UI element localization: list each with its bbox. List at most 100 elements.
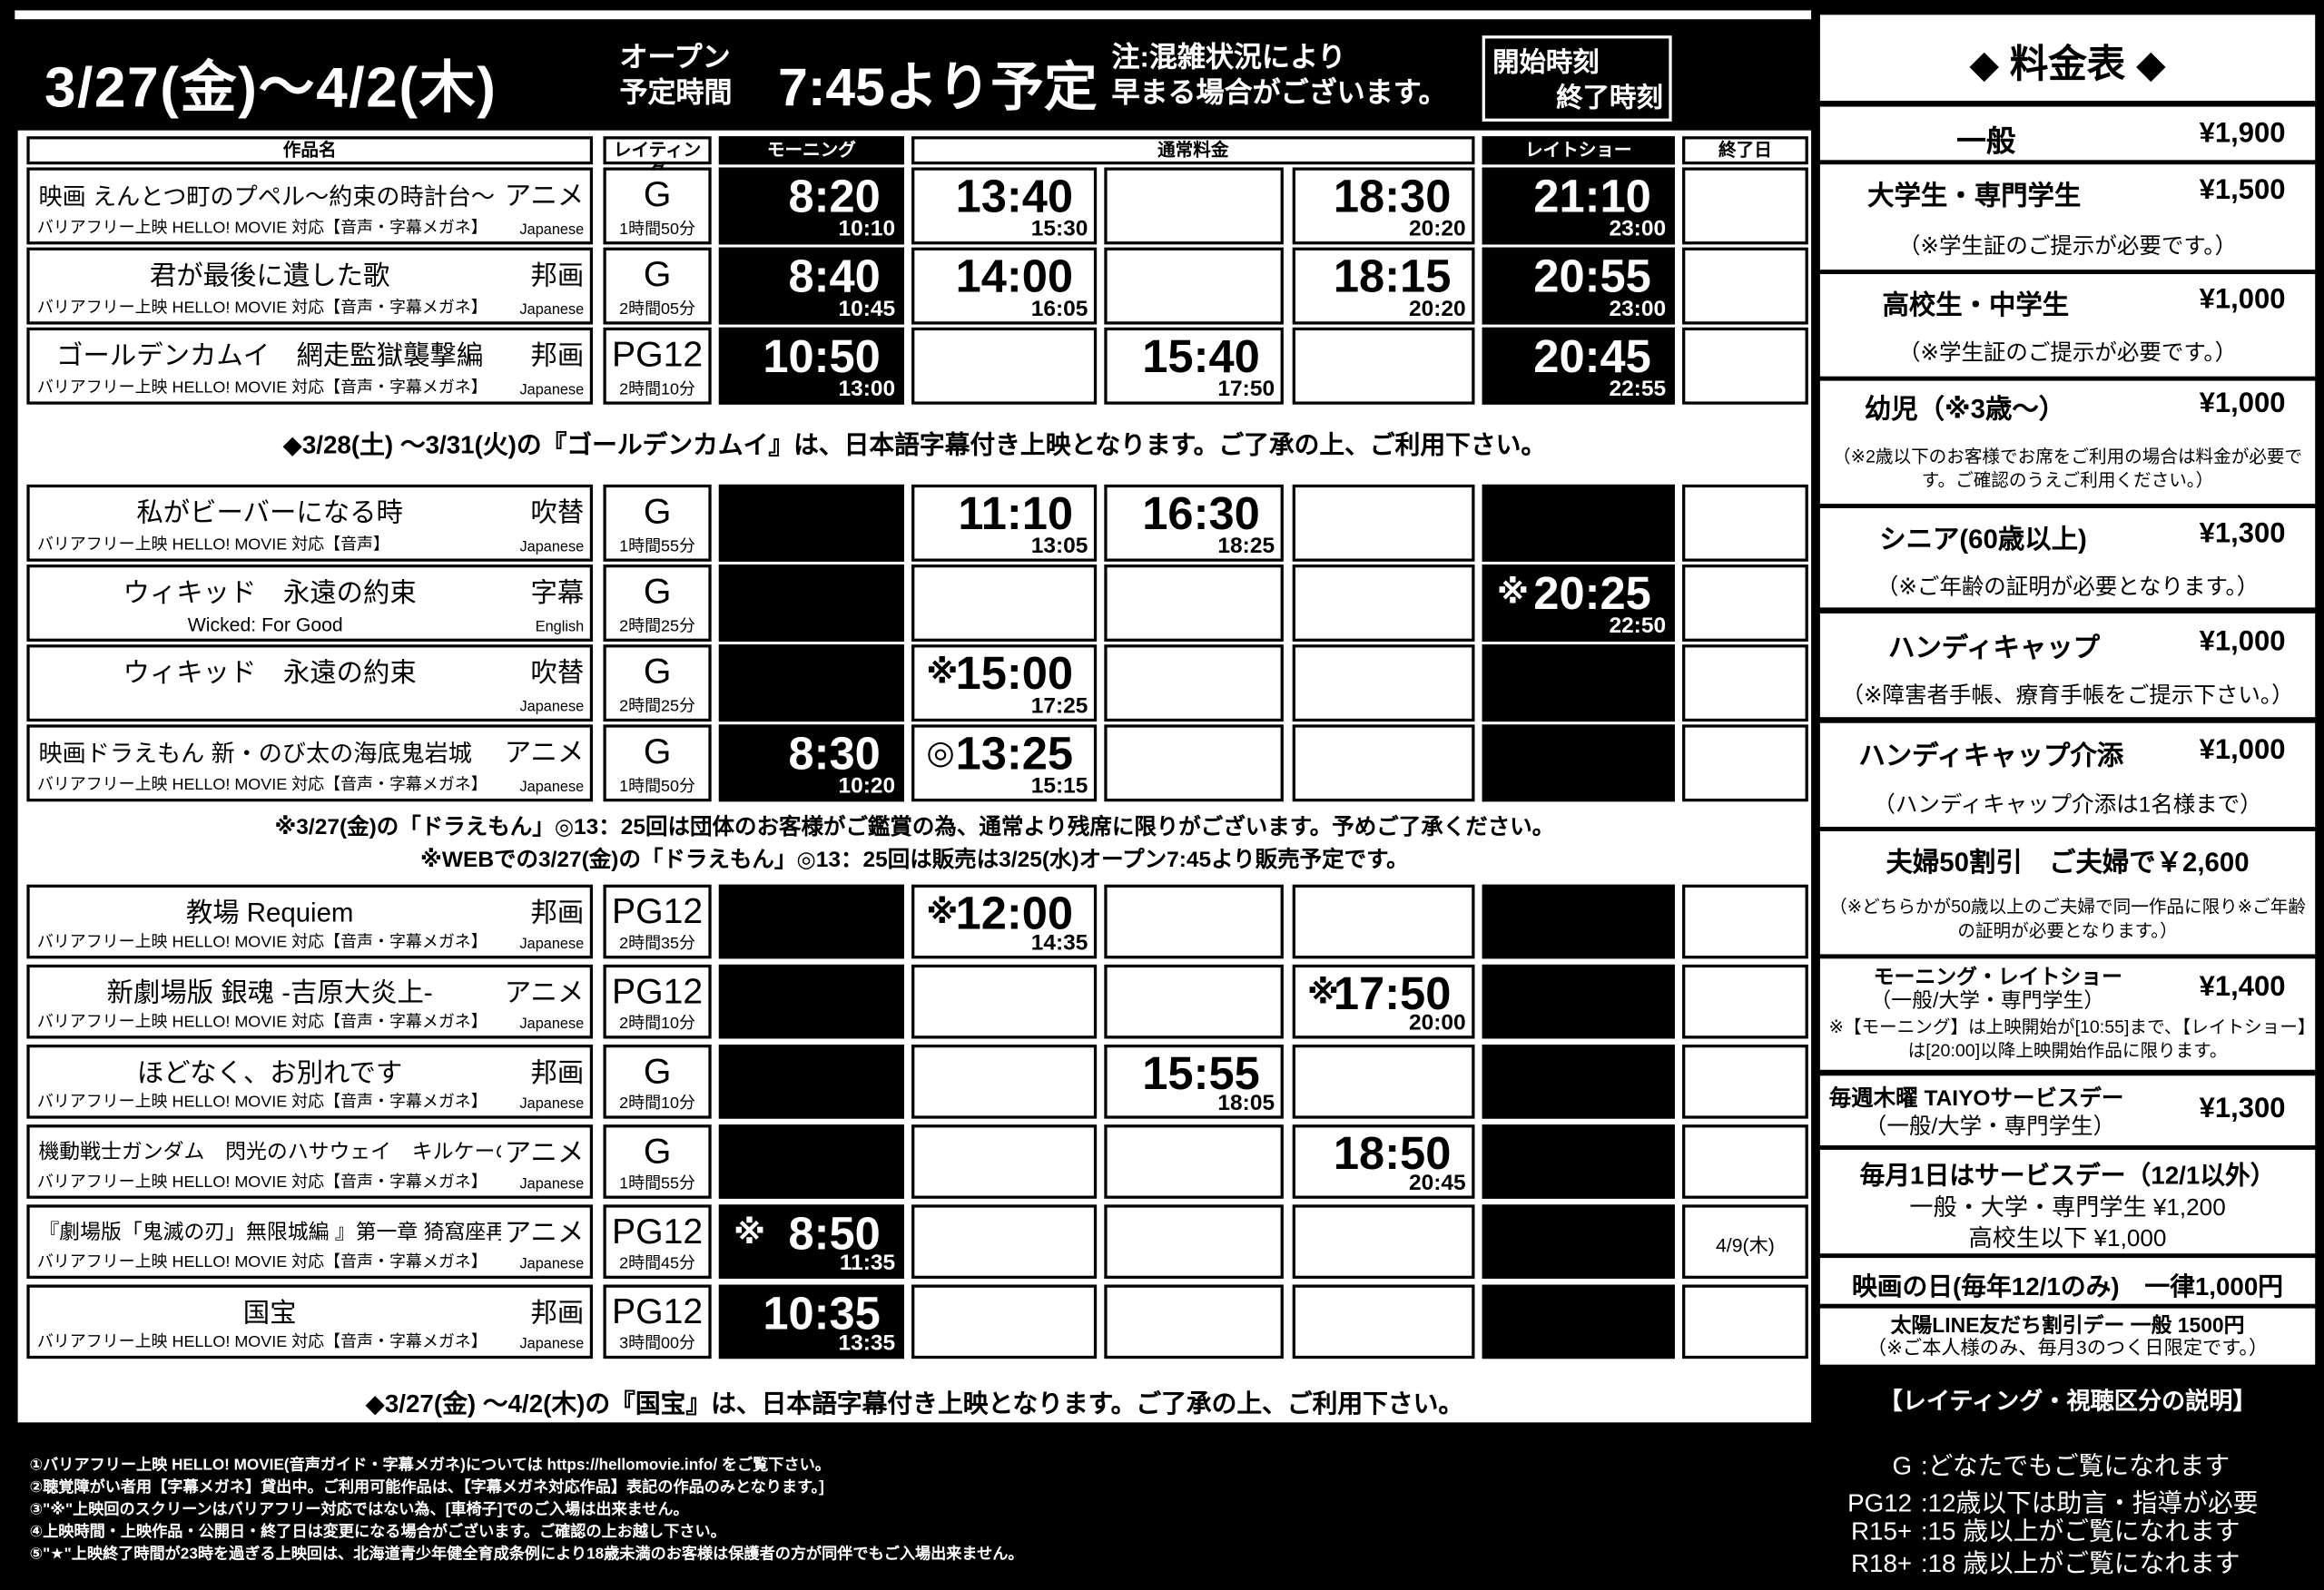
empty-slot — [1104, 884, 1284, 959]
showtime-end: 10:20 — [838, 773, 896, 799]
showtime-start: 16:30 — [1142, 487, 1260, 540]
price-general: 一般 ¥1,900 — [1819, 106, 2316, 161]
end-date-cell — [1682, 724, 1808, 802]
movie-genre: 邦画 — [530, 1057, 585, 1088]
running-time: 1時間50分 — [619, 221, 695, 239]
showtime-cell[interactable]: 10:50 13:00 — [718, 327, 904, 405]
section-note: ※WEBでの3/27(金)の「ドラえもん」◎13：25回は販売は3/25(水)オ… — [420, 847, 1409, 873]
rating-desc: :どなたでもご覧になれます — [1920, 1451, 2230, 1481]
showtime-cell[interactable]: ※ 20:25 22:50 — [1482, 564, 1675, 642]
price-label: 夫婦50割引 ご夫婦で￥2,600 — [1886, 847, 2250, 878]
showtime-start: 8:50 — [788, 1207, 881, 1260]
empty-slot — [1482, 1284, 1675, 1359]
empty-slot — [1482, 884, 1675, 959]
movie-language: Japanese — [519, 1176, 585, 1193]
end-date-cell — [1682, 1124, 1808, 1199]
showtime-cell[interactable]: 13:40 15:30 — [911, 167, 1098, 245]
section-note: ◆3/28(土) ～3/31(火)の『ゴールデンカムイ』は、日本語字幕付き上映と… — [282, 431, 1547, 460]
showtime-start: 20:45 — [1533, 330, 1651, 383]
open-label-line1: オープン — [619, 43, 731, 74]
running-time: 2時間10分 — [619, 1094, 695, 1114]
rating-badge: G — [643, 254, 672, 295]
header-label: 作品名 — [282, 139, 337, 161]
price-note: （※2歳以下のお客様でお席をご利用の場合は料金が必要です。ご確認のうえご利用くだ… — [1832, 446, 2303, 491]
movie-accessibility: バリアフリー上映 HELLO! MOVIE 対応【音声・字幕メガネ】 — [36, 1013, 487, 1032]
price-label: 高校生・中学生 — [1882, 290, 2070, 320]
running-time: 2時間05分 — [619, 300, 695, 319]
showtime-mark: ※ — [1496, 573, 1529, 611]
showtime-cell[interactable]: 8:40 10:45 — [718, 247, 904, 325]
movie-accessibility: バリアフリー上映 HELLO! MOVIE 対応【音声・字幕メガネ】 — [36, 933, 487, 952]
showtime-cell[interactable]: 18:30 20:20 — [1292, 167, 1475, 245]
showtime-cell[interactable]: 11:10 13:05 — [911, 484, 1098, 562]
movie-title: 新劇場版 銀魂 -吉原大炎上- — [106, 977, 433, 1008]
showtime-cell[interactable]: 8:20 10:10 — [718, 167, 904, 245]
showtime-cell[interactable]: 16:30 18:25 — [1104, 484, 1284, 562]
movie-title: 『劇場版「鬼滅の刃」無限城編 』第一章 猗窩座再来 — [38, 1219, 501, 1243]
running-time: 2時間25分 — [619, 617, 695, 636]
congestion-notice: 注:混雑状況により 早まる場合がございます。 — [1111, 42, 1446, 113]
showtime-mark: ※ — [926, 653, 959, 691]
running-time: 2時間10分 — [619, 1015, 695, 1033]
showtime-cell[interactable]: 10:35 13:35 — [718, 1284, 904, 1359]
top-divider — [15, 10, 1812, 20]
showtime-cell[interactable]: 14:00 16:05 — [911, 247, 1098, 325]
showtime-cell[interactable]: 18:50 20:45 — [1292, 1124, 1475, 1199]
showtime-cell[interactable]: 15:40 17:50 — [1104, 327, 1284, 405]
movie-genre: 吹替 — [530, 657, 585, 688]
running-time: 2時間25分 — [619, 697, 695, 716]
section-note: ※3/27(金)の「ドラえもん」◎13：25回は団体のお客様がご鑑賞の為、通常よ… — [274, 814, 1555, 840]
end-date-cell — [1682, 964, 1808, 1039]
movie-accessibility: バリアフリー上映 HELLO! MOVIE 対応【音声・字幕メガネ】 — [36, 378, 487, 398]
open-time: 7:45より予定 — [778, 56, 1098, 117]
running-time: 1時間55分 — [619, 1174, 695, 1193]
empty-slot — [1104, 724, 1284, 802]
price-value: ¥1,000 — [2199, 284, 2286, 316]
movie-title: 国宝 — [242, 1298, 297, 1328]
movie-accessibility: バリアフリー上映 HELLO! MOVIE 対応【音声・字幕メガネ】 — [36, 299, 487, 318]
movie-language: English — [535, 619, 585, 636]
movie-accessibility: バリアフリー上映 HELLO! MOVIE 対応【音声・字幕メガネ】 — [36, 1093, 487, 1112]
empty-slot — [1482, 484, 1675, 562]
empty-slot — [1482, 1204, 1675, 1279]
date-range: 3/27(金)～4/2(木) — [44, 57, 497, 121]
header-label: モーニング — [766, 139, 856, 161]
rating-legend-title: 【レイティング・視聴区分の説明】 — [1878, 1389, 2257, 1416]
showtime-cell[interactable]: 8:30 10:20 — [718, 724, 904, 802]
showtime-start: 15:55 — [1142, 1047, 1260, 1100]
empty-slot — [1292, 564, 1475, 642]
price-label: 太陽LINE友だち割引デー 一般 1500円 — [1890, 1312, 2245, 1337]
empty-slot — [1292, 644, 1475, 722]
price-value: ¥1,300 — [2199, 1093, 2286, 1125]
showtime-end: 23:00 — [1609, 296, 1667, 322]
showtime-cell[interactable]: 18:15 20:20 — [1292, 247, 1475, 325]
showtime-cell[interactable]: ※ 8:50 11:35 — [718, 1204, 904, 1279]
movie-title: 教場 Requiem — [185, 898, 354, 928]
showtime-cell[interactable]: ◎ 13:25 15:15 — [911, 724, 1098, 802]
showtime-cell[interactable]: ※ 12:00 14:35 — [911, 884, 1098, 959]
movie-genre: 邦画 — [530, 1298, 585, 1328]
showtime-cell[interactable]: 20:55 23:00 — [1482, 247, 1675, 325]
showtime-end: 20:20 — [1409, 216, 1466, 242]
movie-title: ほどなく、お別れです — [136, 1057, 403, 1088]
empty-slot — [1104, 644, 1284, 722]
showtime-cell[interactable]: ※ 15:00 17:25 — [911, 644, 1098, 722]
movie-accessibility: バリアフリー上映 HELLO! MOVIE 対応【音声・字幕メガネ】 — [36, 776, 487, 795]
movie-title: ウィキッド 永遠の約束 — [123, 657, 417, 688]
showtime-cell[interactable]: 15:55 18:05 — [1104, 1045, 1284, 1119]
showtime-cell[interactable]: ※ 17:50 20:00 — [1292, 964, 1475, 1039]
section-note: ◆3/27(金) ～4/2(木)の『国宝』は、日本語字幕付き上映となります。ご了… — [365, 1389, 1464, 1418]
footer-note: ③"※"上映回のスクリーンはバリアフリー対応ではない為、[車椅子]でのご入場は出… — [29, 1500, 689, 1519]
end-date-cell — [1682, 1284, 1808, 1359]
showtime-cell[interactable]: 20:45 22:55 — [1482, 327, 1675, 405]
showtime-start: 13:40 — [955, 170, 1074, 222]
movie-genre: 邦画 — [530, 340, 585, 371]
showtime-end: 15:15 — [1030, 773, 1088, 799]
showtime-cell[interactable]: 21:10 23:00 — [1482, 167, 1675, 245]
movie-title: ゴールデンカムイ 網走監獄襲撃編 — [56, 340, 484, 371]
end-date-cell — [1682, 884, 1808, 959]
price-line-day: 太陽LINE友だち割引デー 一般 1500円 （※ご本人様のみ、毎月3のつく日限… — [1819, 1308, 2316, 1365]
empty-slot — [1104, 564, 1284, 642]
rating-badge: PG12 — [611, 1291, 704, 1332]
